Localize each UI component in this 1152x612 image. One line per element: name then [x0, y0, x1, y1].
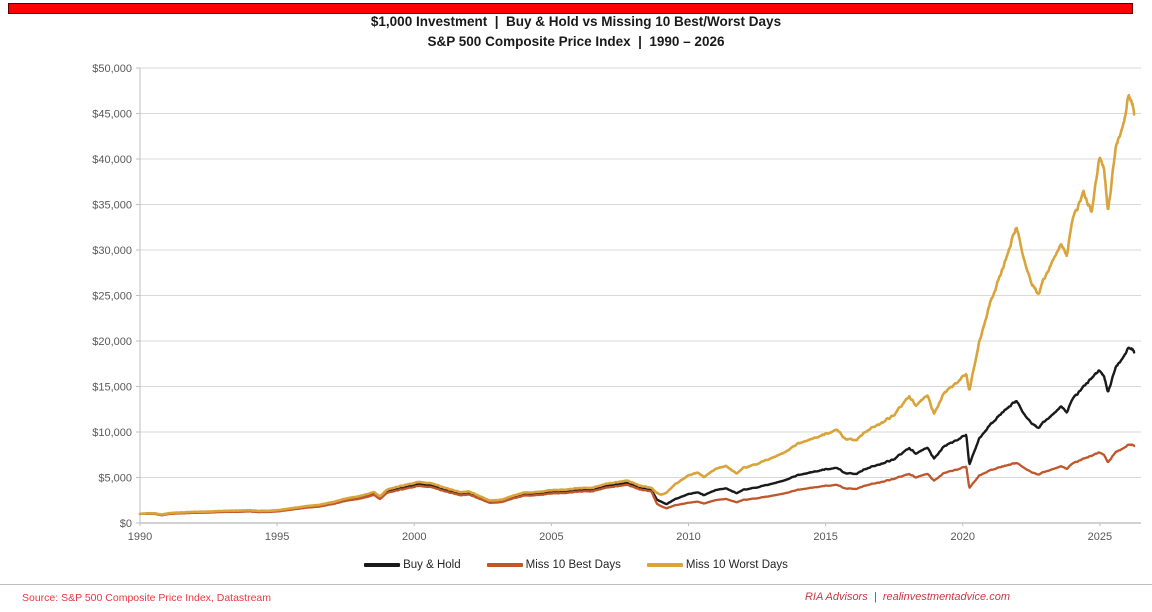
- legend-label-miss-best: Miss 10 Best Days: [525, 559, 621, 571]
- x-tick-label: 1995: [265, 531, 289, 543]
- y-tick-label: $40,000: [92, 154, 132, 166]
- y-tick-label: $20,000: [92, 336, 132, 348]
- legend-label-miss-worst: Miss 10 Worst Days: [685, 559, 788, 571]
- legend-swatch-buy-hold-icon: [364, 563, 401, 567]
- y-tick-label: $45,000: [92, 109, 132, 121]
- brand-note: RIA Advisors | realinvestmentadvice.com: [805, 591, 1010, 603]
- y-tick-label: $10,000: [92, 427, 132, 439]
- y-tick-label: $5,000: [98, 473, 132, 485]
- series-line-buy-hold: [138, 346, 1136, 517]
- y-tick-label: $15,000: [92, 382, 132, 394]
- legend-item-buy-hold: Buy & Hold: [364, 559, 461, 571]
- legend-item-miss-best: Miss 10 Best Days: [486, 559, 621, 571]
- x-tick-label: 2020: [950, 531, 974, 543]
- y-tick-label: $50,000: [92, 63, 132, 75]
- x-tick-label: 2000: [402, 531, 426, 543]
- legend-label-buy-hold: Buy & Hold: [403, 559, 461, 571]
- brand-website-link[interactable]: realinvestmentadvice.com: [882, 591, 1010, 603]
- series-line-miss-best: [138, 443, 1136, 517]
- brand-company: RIA Advisors: [804, 591, 868, 603]
- brand-separator: |: [867, 591, 883, 603]
- chart-title: $1,000 Investment | Buy & Hold vs Missin…: [370, 14, 782, 29]
- y-tick-label: $30,000: [92, 245, 132, 257]
- series-line-miss-worst: [138, 94, 1136, 516]
- y-tick-label: $25,000: [92, 291, 132, 303]
- top-red-bar: [8, 3, 1133, 14]
- footer-divider: [0, 584, 1152, 585]
- x-tick-label: 2025: [1088, 531, 1112, 543]
- y-tick-label: $35,000: [92, 200, 132, 212]
- legend-swatch-miss-best-icon: [486, 563, 523, 567]
- legend-swatch-miss-worst-icon: [646, 563, 683, 567]
- x-tick-label: 1990: [128, 531, 152, 543]
- x-tick-label: 2010: [676, 531, 700, 543]
- chart-header: $1,000 Investment | Buy & Hold vs Missin…: [0, 12, 1152, 52]
- legend-item-miss-worst: Miss 10 Worst Days: [646, 559, 788, 571]
- source-note: Source: S&P 500 Composite Price Index, D…: [22, 592, 272, 604]
- x-tick-label: 2005: [539, 531, 563, 543]
- chart-subtitle: S&P 500 Composite Price Index | 1990 – 2…: [427, 34, 725, 49]
- x-tick-label: 2015: [813, 531, 837, 543]
- chart-legend: Buy & Hold Miss 10 Best Days Miss 10 Wor…: [0, 559, 1152, 571]
- y-tick-label: $0: [120, 518, 132, 530]
